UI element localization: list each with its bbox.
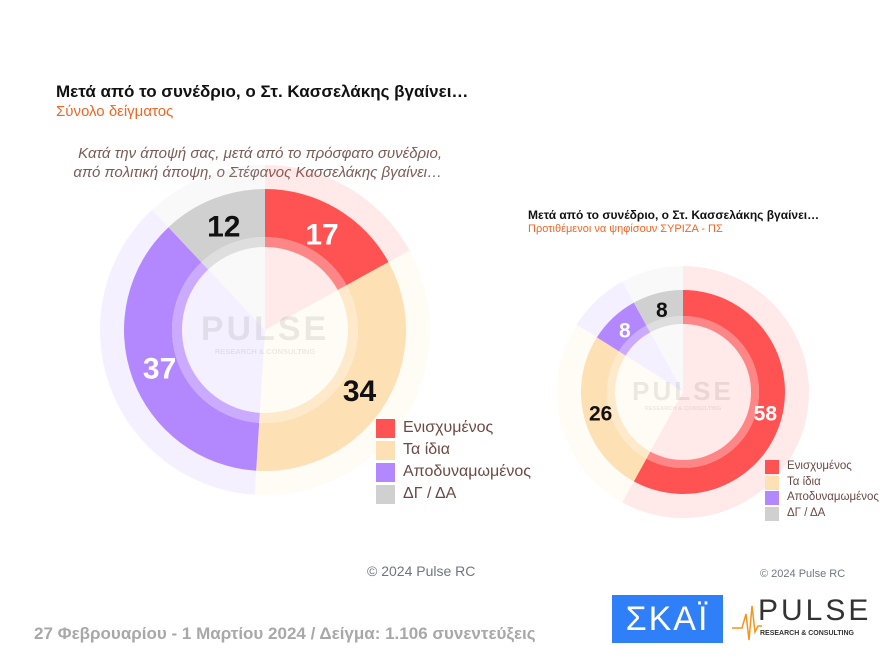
chart2-legend: Ενισχυμένος Τα ίδια Αποδυναμωμένος ΔΓ / ΔΑ bbox=[765, 459, 879, 521]
chart1-subtitle: Σύνολο δείγματος bbox=[56, 103, 174, 120]
data-label: 37 bbox=[143, 353, 176, 386]
data-label: 17 bbox=[305, 218, 338, 251]
legend-swatch bbox=[765, 460, 779, 475]
data-label: 8 bbox=[619, 320, 631, 343]
donut-segment bbox=[168, 189, 265, 263]
inner-segment bbox=[625, 332, 683, 392]
legend-label: Τα ίδια bbox=[787, 475, 821, 488]
legend-item: ΔΓ / ΔΑ bbox=[376, 483, 531, 505]
legend-swatch bbox=[765, 506, 779, 521]
pulse-wave-icon bbox=[732, 605, 762, 641]
legend-label: Αποδυναμωμένος bbox=[403, 463, 531, 480]
chart1-title: Μετά από το συνέδριο, ο Στ. Κασσελάκης β… bbox=[56, 82, 469, 101]
inner-segment bbox=[615, 355, 683, 452]
watermark-text: PULSE bbox=[632, 376, 734, 406]
donut-segment bbox=[124, 227, 260, 471]
donut-segment bbox=[633, 290, 786, 494]
donut-segment-band bbox=[201, 237, 265, 270]
legend-item: Αποδυναμωμένος bbox=[376, 461, 531, 483]
legend-swatch bbox=[376, 419, 395, 438]
donut-segment bbox=[580, 337, 647, 482]
data-label: 34 bbox=[343, 375, 377, 408]
legend-item: Ενισχυμένος bbox=[765, 459, 879, 475]
legend-swatch bbox=[376, 485, 395, 504]
watermark-tagline: RESEARCH & CONSULTING bbox=[645, 406, 722, 412]
watermark-text: PULSE bbox=[201, 310, 329, 348]
footer-text: 27 Φεβρουαρίου - 1 Μαρτίου 2024 / Δείγμα… bbox=[34, 624, 536, 643]
halo-segment bbox=[99, 209, 257, 495]
skai-logo: ΣΚΑΪ bbox=[612, 595, 723, 643]
data-label: 58 bbox=[754, 403, 778, 426]
legend-item: Ενισχυμένος bbox=[376, 417, 531, 439]
data-label: 8 bbox=[656, 299, 668, 322]
legend-label: Αποδυναμωμένος bbox=[787, 491, 879, 503]
watermark-tagline: RESEARCH & CONSULTING bbox=[215, 347, 315, 356]
legend-swatch bbox=[765, 491, 779, 506]
skai-logo-text: ΣΚΑΪ bbox=[625, 599, 710, 638]
inner-segment bbox=[259, 290, 348, 413]
halo-segment bbox=[152, 165, 265, 228]
inner-segment bbox=[650, 324, 751, 461]
data-label: 12 bbox=[207, 211, 240, 244]
halo-segment bbox=[622, 266, 683, 303]
donut-segment bbox=[633, 290, 683, 326]
question-line: από πολιτική άποψη, ο Στέφανος Κασσελάκη… bbox=[73, 164, 442, 181]
inner-segment bbox=[265, 247, 338, 330]
chart2-copyright: © 2024 Pulse RC bbox=[760, 568, 846, 580]
halo-segment bbox=[576, 281, 634, 338]
legend-label: Τα ίδια bbox=[403, 441, 450, 458]
data-label: 26 bbox=[589, 403, 612, 426]
legend-item: Τα ίδια bbox=[765, 475, 879, 491]
legend-item: Αποδυναμωμένος bbox=[765, 490, 879, 506]
halo-segment bbox=[556, 324, 634, 503]
inner-segment bbox=[208, 247, 265, 330]
donut-segment-band bbox=[259, 285, 358, 424]
legend-label: ΔΓ / ΔΑ bbox=[787, 506, 826, 519]
chart2-title: Μετά από το συνέδριο, ο Στ. Κασσελάκης β… bbox=[528, 208, 820, 222]
legend-label: ΔΓ / ΔΑ bbox=[403, 485, 457, 502]
halo-segment bbox=[622, 266, 809, 518]
legend-label: Ενισχυμένος bbox=[403, 419, 494, 436]
legend-swatch bbox=[765, 475, 779, 490]
donut-segment bbox=[596, 302, 647, 352]
pulse-logo-text: PULSE bbox=[758, 594, 872, 627]
question-line: Κατά την άποψή σας, μετά από το πρόσφατο… bbox=[78, 145, 442, 162]
pulse-logo-tagline: RESEARCH & CONSULTING bbox=[760, 630, 854, 637]
halo-segment bbox=[265, 165, 410, 263]
donut-segment bbox=[256, 262, 406, 471]
donut-segment-band bbox=[265, 237, 347, 291]
legend-item: Τα ίδια bbox=[376, 439, 531, 461]
chart1-legend: Ενισχυμένος Τα ίδια Αποδυναμωμένος ΔΓ / ΔΑ bbox=[376, 417, 531, 505]
legend-item: ΔΓ / ΔΑ bbox=[765, 506, 879, 522]
donut-segment-band bbox=[172, 262, 260, 423]
donut-segment-band bbox=[646, 316, 683, 333]
chart1-copyright: © 2024 Pulse RC bbox=[367, 563, 476, 579]
legend-swatch bbox=[376, 463, 395, 482]
chart1-question: Κατά την άποψή σας, μετά από το πρόσφατο… bbox=[22, 144, 442, 182]
legend-swatch bbox=[376, 441, 395, 460]
chart2-subtitle: Προτιθέμενοι να ψηφίσουν ΣΥΡΙΖΑ - ΠΣ bbox=[528, 223, 723, 235]
donut-segment-band bbox=[618, 325, 651, 356]
donut-segment-band bbox=[606, 351, 651, 459]
legend-label: Ενισχυμένος bbox=[787, 460, 852, 472]
inner-segment bbox=[650, 324, 683, 392]
donut-segment bbox=[265, 189, 389, 286]
pulse-logo: PULSE RESEARCH & CONSULTING bbox=[732, 594, 868, 646]
inner-segment bbox=[182, 269, 265, 413]
